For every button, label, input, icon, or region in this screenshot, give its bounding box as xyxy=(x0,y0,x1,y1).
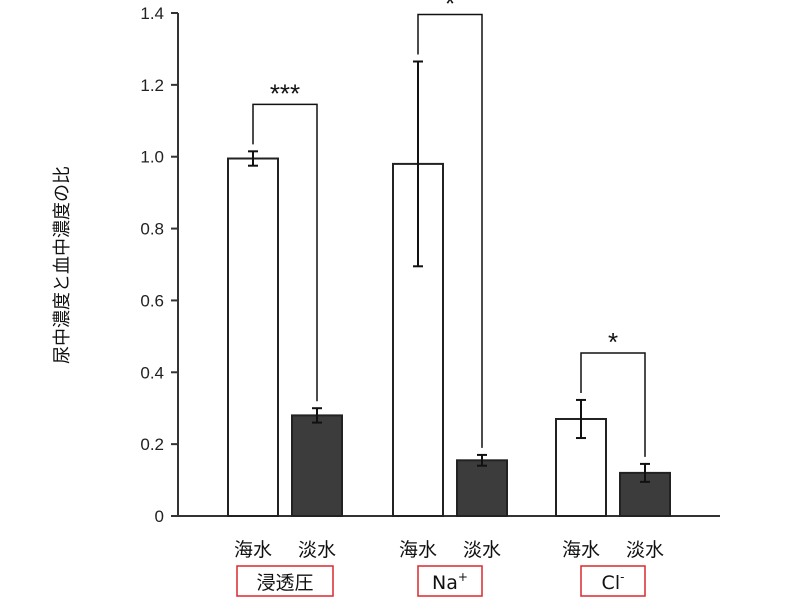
group-label-box xyxy=(417,565,483,597)
group-label: Na+ xyxy=(432,570,468,594)
y-tick-label: 1.2 xyxy=(140,76,164,95)
group-label: Cl- xyxy=(602,570,625,594)
significance-bracket xyxy=(580,352,646,457)
bars xyxy=(227,60,671,517)
y-tick-label: 0.8 xyxy=(140,220,164,239)
y-tick-label: 1.0 xyxy=(140,148,164,167)
group-label-superscript: + xyxy=(458,570,468,584)
group-label-superscript: - xyxy=(620,570,624,584)
y-tick-label: 0.6 xyxy=(140,291,164,310)
group-label-box xyxy=(236,565,334,597)
group-label: 浸透圧 xyxy=(256,572,313,594)
significance-bracket xyxy=(252,103,318,402)
group-label-box xyxy=(580,565,646,597)
category-label: 淡水 xyxy=(626,539,664,561)
category-label: 淡水 xyxy=(298,539,336,561)
category-label: 海水 xyxy=(562,539,600,561)
bar xyxy=(456,459,508,517)
significance-marker: * xyxy=(608,327,618,357)
bar xyxy=(291,414,343,517)
significance-marker: *** xyxy=(270,78,300,108)
bar xyxy=(227,157,279,517)
significance-marker: * xyxy=(445,0,455,19)
y-tick-label: 0.2 xyxy=(140,435,164,454)
y-tick-label: 0 xyxy=(155,507,164,526)
category-label: 淡水 xyxy=(463,539,501,561)
category-label: 海水 xyxy=(399,539,437,561)
significance-brackets: ***** xyxy=(252,0,646,457)
y-axis-label: 尿中濃度と血中濃度の比 xyxy=(52,166,73,364)
significance-bracket xyxy=(417,13,483,448)
y-tick-label: 0.4 xyxy=(140,363,164,382)
category-label: 海水 xyxy=(234,539,272,561)
y-tick-label: 1.4 xyxy=(140,4,164,23)
